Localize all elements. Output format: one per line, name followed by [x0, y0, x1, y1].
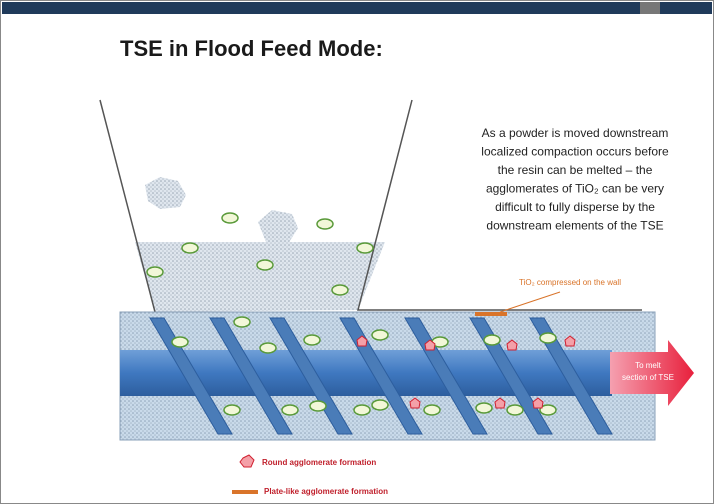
- legend-text: Round agglomerate formation: [262, 458, 376, 467]
- legend-text: Plate-like agglomerate formation: [264, 487, 388, 496]
- particle: [171, 336, 189, 348]
- particle: [303, 334, 321, 346]
- flight: [469, 317, 553, 435]
- particle: [181, 242, 199, 254]
- arrow-label: To melt: [635, 361, 662, 370]
- description-line: localized compaction occurs before: [481, 145, 669, 159]
- description: As a powder is moved downstream localized…: [481, 126, 669, 233]
- top-bar-mark: [640, 2, 660, 14]
- round-agglomerate: [409, 397, 421, 409]
- particle: [539, 332, 557, 344]
- hopper-powder: [135, 242, 385, 312]
- particles: [146, 212, 576, 416]
- description-line: difficult to fully disperse by the: [495, 200, 655, 214]
- particle: [259, 342, 277, 354]
- particle: [146, 266, 164, 278]
- particle: [256, 259, 274, 271]
- round-agglomerate: [424, 339, 436, 351]
- legend-plate-icon: [232, 490, 258, 494]
- flight: [269, 317, 353, 435]
- flight: [529, 317, 613, 435]
- legend-round-icon: [239, 454, 255, 468]
- particle: [475, 402, 493, 414]
- round-agglomerate: [494, 397, 506, 409]
- description-line: downstream elements of the TSE: [486, 219, 663, 233]
- flight: [339, 317, 423, 435]
- title: TSE in Flood Feed Mode:: [120, 36, 383, 61]
- particle: [539, 404, 557, 416]
- flow-arrow: [610, 340, 694, 406]
- top-bar: [2, 2, 712, 14]
- particle: [483, 334, 501, 346]
- callout: TiO₂ compressed on the wall: [519, 278, 621, 287]
- particle: [309, 400, 327, 412]
- callout-leader: [499, 291, 561, 313]
- particle: [353, 404, 371, 416]
- arrow-label: section of TSE: [622, 373, 674, 382]
- hopper-wall: [357, 99, 642, 311]
- particle: [371, 329, 389, 341]
- hopper-wall: [99, 99, 156, 313]
- round-agglomerate: [532, 397, 544, 409]
- flight: [209, 317, 293, 435]
- description-line: As a powder is moved downstream: [482, 126, 669, 140]
- round-agglomerate: [506, 339, 518, 351]
- flight: [149, 317, 233, 435]
- particle: [233, 316, 251, 328]
- particle: [281, 404, 299, 416]
- round-agglomerate: [564, 335, 576, 347]
- particle: [356, 242, 374, 254]
- particle: [316, 218, 334, 230]
- description-line: the resin can be melted – the: [498, 163, 653, 177]
- description-line: agglomerates of TiO₂ can be very: [486, 182, 664, 196]
- screw-flights: [149, 317, 613, 435]
- plate-agglomerate: [475, 312, 507, 316]
- particle: [221, 212, 239, 224]
- particle: [223, 404, 241, 416]
- particle: [506, 404, 524, 416]
- round-agglomerate: [356, 335, 368, 347]
- particle: [331, 284, 349, 296]
- particle: [371, 399, 389, 411]
- powder-clump: [258, 210, 298, 244]
- powder-clump: [145, 177, 186, 209]
- particle: [423, 404, 441, 416]
